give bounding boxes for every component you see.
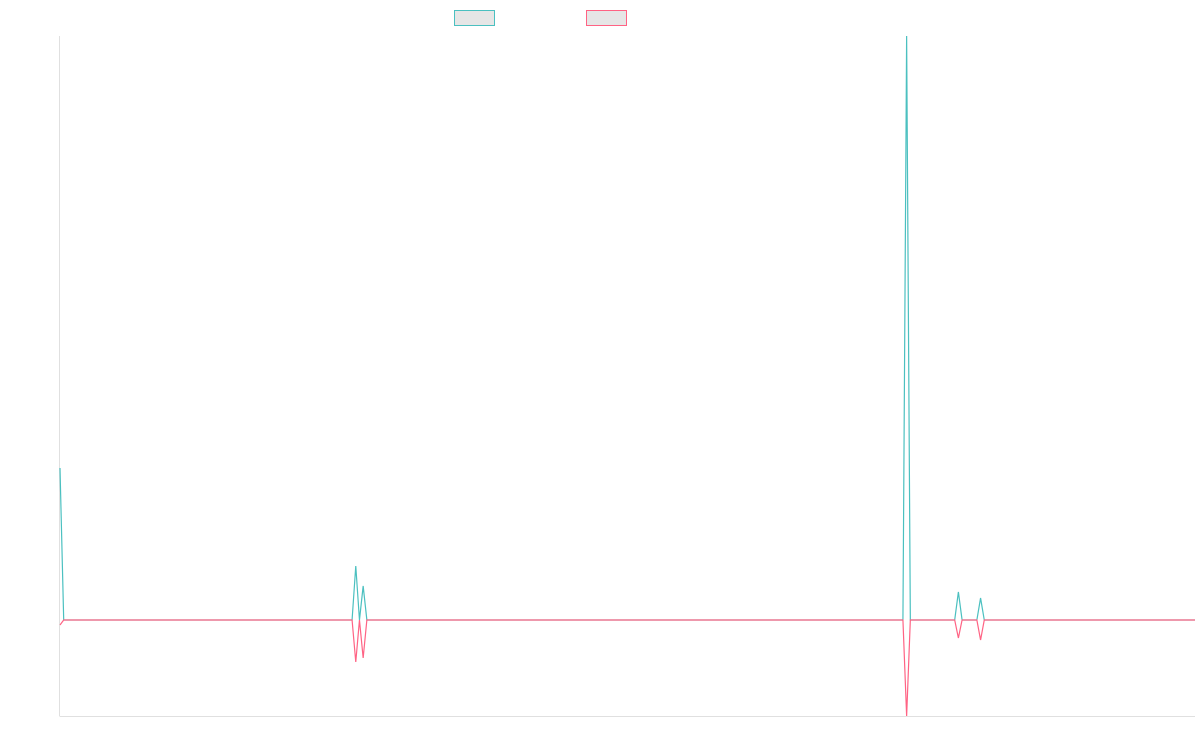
legend-swatch <box>454 10 495 26</box>
line-series <box>59 35 1195 621</box>
legend-swatch <box>586 10 627 26</box>
line-series <box>59 619 1195 717</box>
